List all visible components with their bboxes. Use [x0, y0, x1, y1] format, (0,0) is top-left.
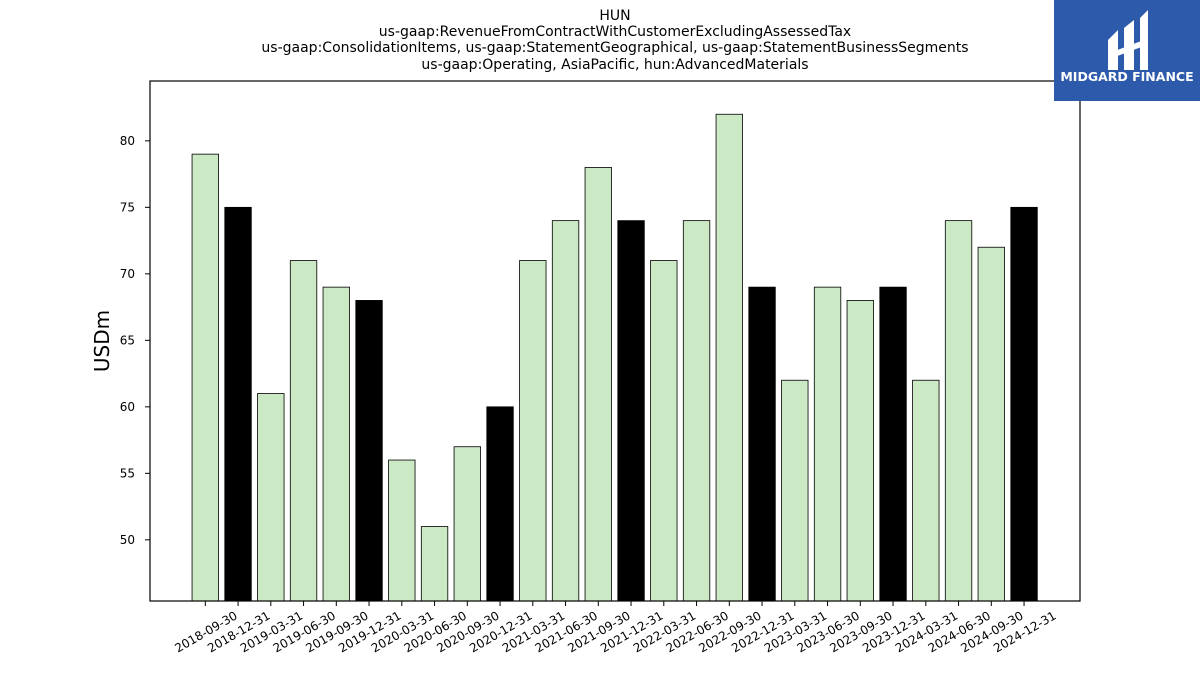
title-line-3: us-gaap:ConsolidationItems, us-gaap:Stat…: [261, 40, 968, 56]
bar-2019-03-31: [257, 393, 285, 602]
bar-2020-09-30: [453, 446, 481, 602]
bar-2023-09-30: [846, 300, 874, 602]
y-axis-label: USDm: [90, 310, 114, 372]
bar-2023-06-30: [813, 286, 842, 602]
bar-2019-09-30: [322, 286, 350, 602]
y-tick-label-50: 50: [120, 533, 135, 547]
title-line-2: us-gaap:RevenueFromContractWithCustomerE…: [379, 24, 851, 40]
logo-mark-icon: [1108, 10, 1148, 70]
plot-frame: [149, 80, 1081, 602]
bar-2021-03-31: [519, 260, 547, 602]
bar-2022-12-31: [748, 286, 776, 602]
bar-2024-03-31: [912, 379, 940, 602]
y-axis: 50 55 60 65 70 75 80: [120, 134, 150, 547]
bar-2018-09-30: [191, 153, 219, 602]
title-line-4: us-gaap:Operating, AsiaPacific, hun:Adva…: [421, 57, 808, 73]
bar-2019-12-31: [355, 300, 383, 602]
y-tick-label-75: 75: [120, 200, 135, 214]
bar-2022-06-30: [682, 220, 711, 602]
bar-2020-03-31: [388, 459, 416, 602]
y-tick-label-65: 65: [120, 333, 135, 347]
bar-2021-12-31: [617, 220, 645, 602]
bar-2019-06-30: [289, 260, 318, 602]
bar-2022-09-30: [715, 113, 743, 602]
bar-2020-06-30: [420, 526, 449, 602]
bar-2023-12-31: [879, 286, 907, 602]
bar-2024-09-30: [977, 246, 1005, 602]
bar-2024-06-30: [944, 220, 973, 602]
title-line-1: HUN: [599, 8, 630, 24]
bar-2018-12-31: [224, 206, 252, 602]
bar-2020-12-31: [486, 406, 514, 602]
midgard-finance-logo: MIDGARD FINANCE: [1054, 0, 1200, 101]
bars: [191, 113, 1038, 602]
bar-2024-12-31: [1010, 206, 1038, 602]
y-tick-label-55: 55: [120, 466, 135, 480]
bar-2023-03-31: [781, 379, 809, 602]
logo-text: MIDGARD FINANCE: [1060, 69, 1193, 84]
y-tick-label-60: 60: [120, 400, 135, 414]
chart-title: HUN us-gaap:RevenueFromContractWithCusto…: [261, 8, 968, 73]
y-tick-label-70: 70: [120, 267, 135, 281]
bar-2021-06-30: [551, 220, 580, 602]
y-tick-label-80: 80: [120, 134, 135, 148]
bar-2021-09-30: [584, 167, 612, 602]
x-axis: 2018-09-302018-12-312019-03-312019-06-30…: [172, 601, 1059, 655]
bar-2022-03-31: [650, 260, 678, 602]
